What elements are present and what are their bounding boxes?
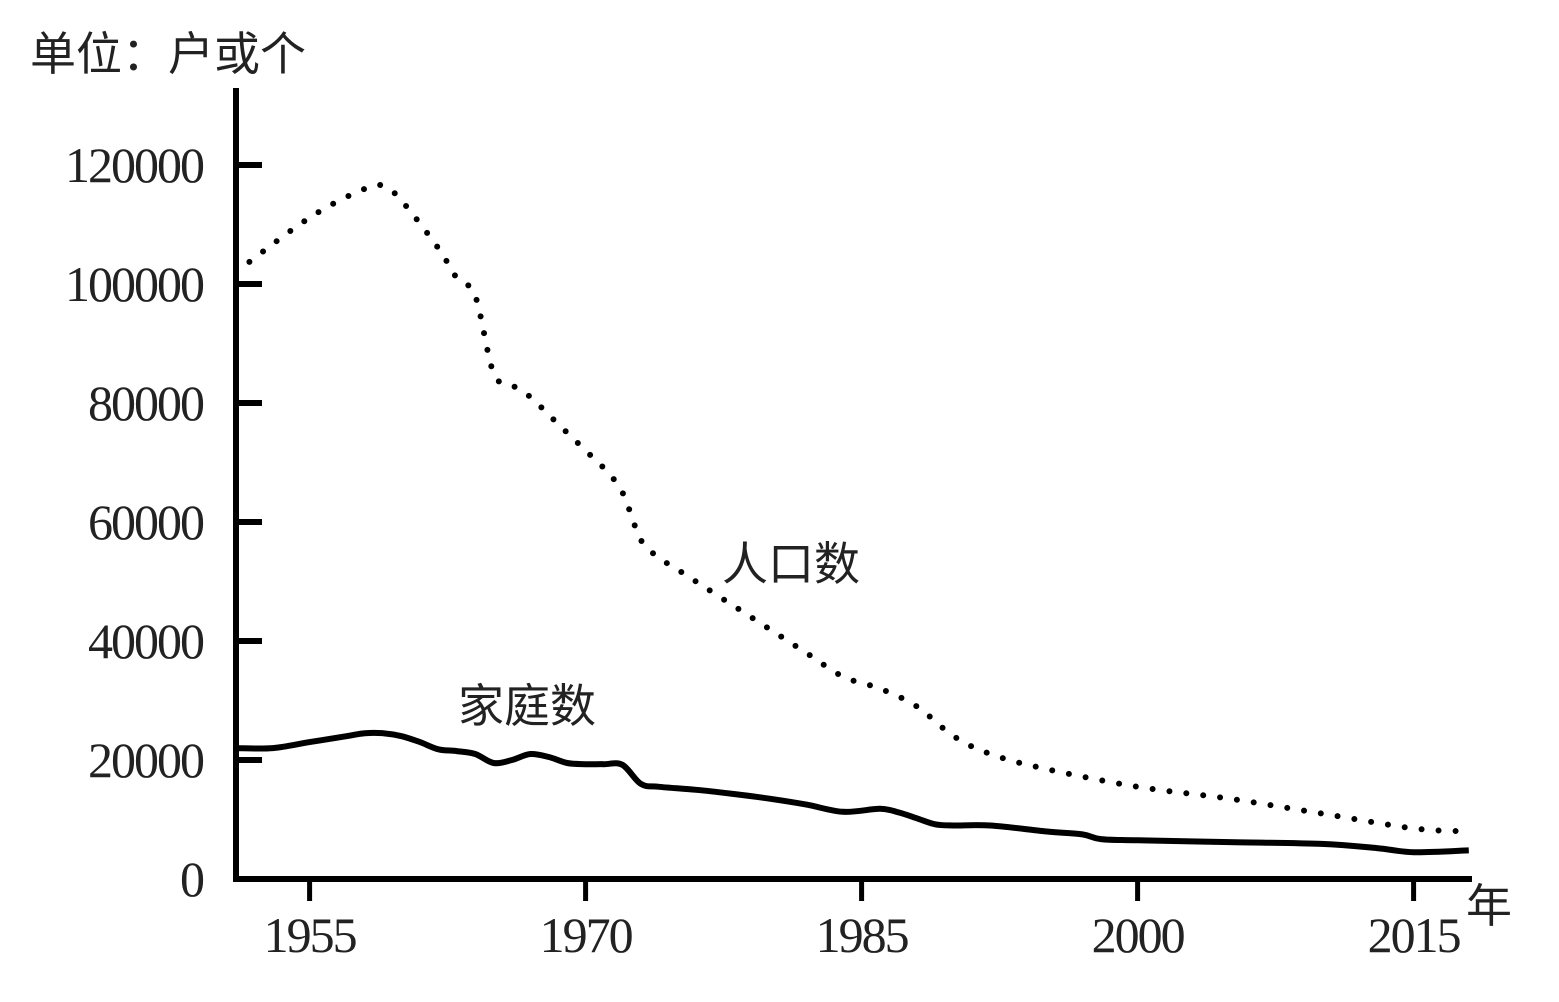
y-tick-label: 20000 xyxy=(88,732,204,788)
x-axis-ticks: 1955 1970 1985 2000 2015 xyxy=(264,879,1463,963)
y-tick-label: 0 xyxy=(180,851,204,907)
household-series-label: 家庭数 xyxy=(458,681,596,732)
x-tick-label: 1985 xyxy=(816,907,909,963)
x-tick-label: 1970 xyxy=(540,907,633,963)
x-axis-unit-label: 年 xyxy=(1466,881,1512,932)
y-tick-label: 100000 xyxy=(65,256,204,312)
population-series-line xyxy=(233,181,1472,835)
y-tick-label: 40000 xyxy=(88,613,204,669)
y-tick-label: 60000 xyxy=(88,494,204,550)
y-tick-label: 80000 xyxy=(88,375,204,431)
population-series-label: 人口数 xyxy=(722,539,860,590)
y-axis-unit-label: 单位：户或个 xyxy=(30,29,306,80)
x-tick-label: 2015 xyxy=(1368,907,1461,963)
household-series-line xyxy=(235,729,1469,856)
series-layer xyxy=(233,181,1472,856)
x-tick-label: 1955 xyxy=(264,907,357,963)
x-tick-label: 2000 xyxy=(1092,907,1185,963)
y-axis-ticks: 0 20000 40000 60000 80000 100000 120000 xyxy=(65,137,262,907)
y-tick-label: 120000 xyxy=(65,137,204,193)
